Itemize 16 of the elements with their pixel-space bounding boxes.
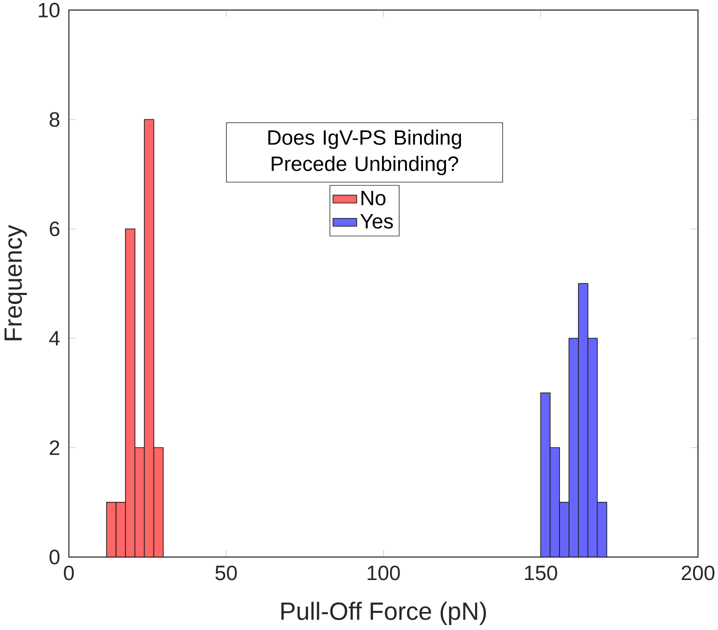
x-tick-label: 200 [682,566,714,580]
x-tick-label: 150 [524,566,558,580]
y-tick-label: 10 [38,2,60,18]
x-tick-label: 0 [64,566,74,580]
x-tick-label: 50 [215,566,237,580]
y-tick-label: 4 [49,331,60,346]
y-tick-label: 6 [50,222,60,236]
legend-label: No [362,191,386,206]
x-axis-title: Pull-Off Force (pN) [281,602,486,626]
y-tick-label: 2 [50,440,60,456]
y-tick-label: 0 [50,550,60,565]
x-tick-label: 100 [368,566,400,580]
legend-title: Does IgV-PS Binding Precede Unbinding? [268,130,462,176]
y-tick-label: 8 [50,112,60,128]
y-axis-title: Frequency [4,225,27,340]
legend-label: Yes [360,214,393,229]
